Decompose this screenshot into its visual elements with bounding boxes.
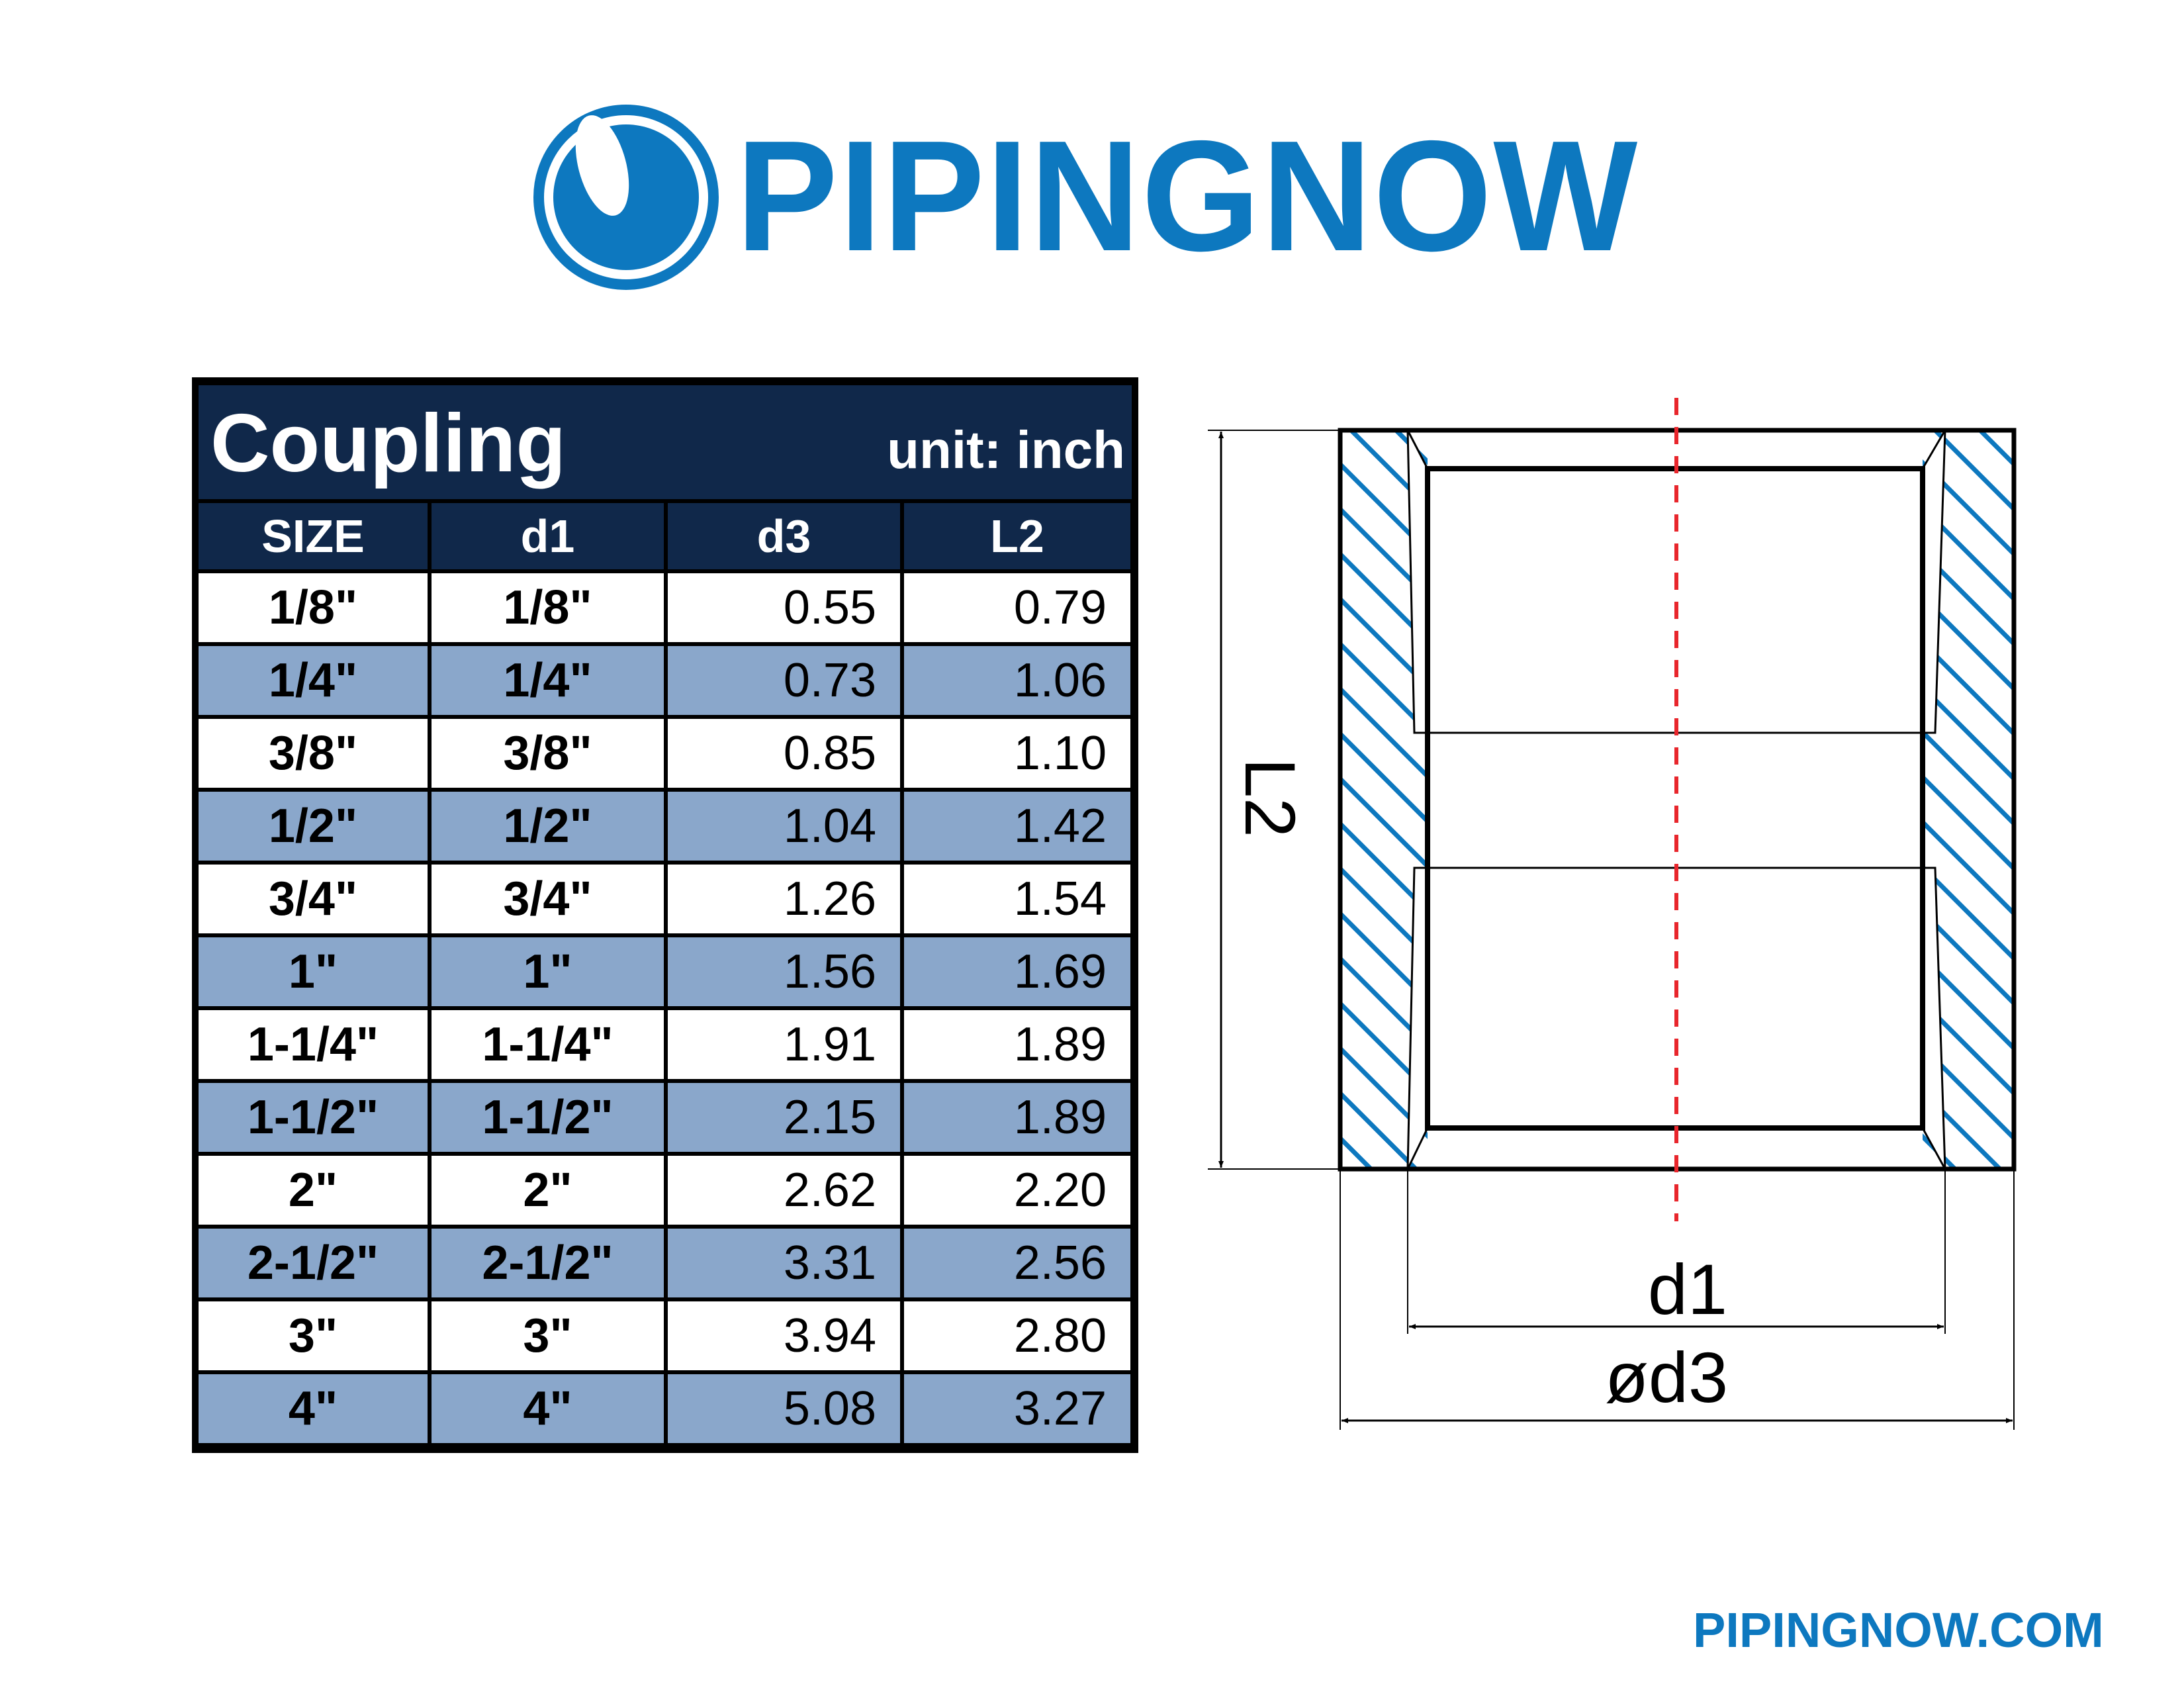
cell-l2: 3.27 <box>904 1374 1130 1443</box>
cell-d3: 1.04 <box>668 792 900 861</box>
table-row: 3/8" 3/8" 0.85 1.10 <box>199 719 1132 788</box>
cell-size: 1-1/4" <box>199 1010 428 1079</box>
cell-l2: 1.89 <box>904 1083 1130 1152</box>
cell-l2: 1.54 <box>904 865 1130 933</box>
cell-l2: 1.10 <box>904 719 1130 788</box>
table-header-row: SIZE d1 d3 L2 <box>199 503 1132 569</box>
table-row: 3/4" 3/4" 1.26 1.54 <box>199 865 1132 933</box>
unit-label: unit: inch <box>887 420 1125 479</box>
d1-label: d1 <box>1648 1249 1727 1329</box>
header-size: SIZE <box>199 503 428 569</box>
l2-label: L2 <box>1230 758 1310 837</box>
table-row: 1-1/2" 1-1/2" 2.15 1.89 <box>199 1083 1132 1152</box>
cell-l2: 2.56 <box>904 1229 1130 1297</box>
cell-d3: 2.62 <box>668 1156 900 1225</box>
cell-d3: 0.55 <box>668 573 900 642</box>
cell-d1: 1-1/2" <box>432 1083 664 1152</box>
table-row: 1" 1" 1.56 1.69 <box>199 937 1132 1006</box>
cell-size: 3" <box>199 1301 428 1370</box>
table-row: 2" 2" 2.62 2.20 <box>199 1156 1132 1225</box>
header-d3: d3 <box>668 503 900 569</box>
cell-d3: 0.73 <box>668 646 900 715</box>
table-row: 3" 3" 3.94 2.80 <box>199 1301 1132 1370</box>
cell-size: 1-1/2" <box>199 1083 428 1152</box>
cell-l2: 2.80 <box>904 1301 1130 1370</box>
table-row: 4" 4" 5.08 3.27 <box>199 1374 1132 1443</box>
cell-d3: 1.91 <box>668 1010 900 1079</box>
cell-l2: 1.06 <box>904 646 1130 715</box>
cell-d3: 3.31 <box>668 1229 900 1297</box>
cell-l2: 1.69 <box>904 937 1130 1006</box>
cell-d3: 0.85 <box>668 719 900 788</box>
cell-d3: 1.56 <box>668 937 900 1006</box>
table-title: Coupling <box>210 398 567 489</box>
website-label: PIPINGNOW.COM <box>1693 1603 2104 1658</box>
cell-l2: 1.89 <box>904 1010 1130 1079</box>
table-row: 1-1/4" 1-1/4" 1.91 1.89 <box>199 1010 1132 1079</box>
cell-d1: 1/2" <box>432 792 664 861</box>
cell-size: 3/4" <box>199 865 428 933</box>
header-d1: d1 <box>432 503 664 569</box>
cell-size: 3/8" <box>199 719 428 788</box>
cell-d1: 2-1/2" <box>432 1229 664 1297</box>
cell-size: 4" <box>199 1374 428 1443</box>
dimension-table: Coupling unit: inch SIZE d1 d3 L2 1/8" 1/… <box>192 377 1138 1453</box>
cell-size: 1/2" <box>199 792 428 861</box>
cell-d3: 2.15 <box>668 1083 900 1152</box>
header-l2: L2 <box>904 503 1130 569</box>
d3-label: ød3 <box>1605 1337 1728 1417</box>
brand-name: PIPINGNOW <box>736 109 1639 284</box>
cell-d1: 3" <box>432 1301 664 1370</box>
brand-logo-icon <box>533 105 719 290</box>
cell-l2: 2.20 <box>904 1156 1130 1225</box>
cell-l2: 1.42 <box>904 792 1130 861</box>
cell-d3: 5.08 <box>668 1374 900 1443</box>
table-row: 1/2" 1/2" 1.04 1.42 <box>199 792 1132 861</box>
cell-d1: 4" <box>432 1374 664 1443</box>
cell-d3: 1.26 <box>668 865 900 933</box>
cell-size: 2" <box>199 1156 428 1225</box>
cell-size: 1/4" <box>199 646 428 715</box>
cell-d1: 1/8" <box>432 573 664 642</box>
cell-size: 1/8" <box>199 573 428 642</box>
table-row: 2-1/2" 2-1/2" 3.31 2.56 <box>199 1229 1132 1297</box>
cell-l2: 0.79 <box>904 573 1130 642</box>
cell-d1: 3/4" <box>432 865 664 933</box>
cell-d1: 2" <box>432 1156 664 1225</box>
cell-size: 2-1/2" <box>199 1229 428 1297</box>
cell-size: 1" <box>199 937 428 1006</box>
table-row: 1/8" 1/8" 0.55 0.79 <box>199 573 1132 642</box>
cell-d1: 1" <box>432 937 664 1006</box>
cell-d1: 1/4" <box>432 646 664 715</box>
cell-d1: 1-1/4" <box>432 1010 664 1079</box>
table-row: 1/4" 1/4" 0.73 1.06 <box>199 646 1132 715</box>
cell-d3: 3.94 <box>668 1301 900 1370</box>
table-title-band: Coupling unit: inch <box>199 385 1132 499</box>
cell-d1: 3/8" <box>432 719 664 788</box>
